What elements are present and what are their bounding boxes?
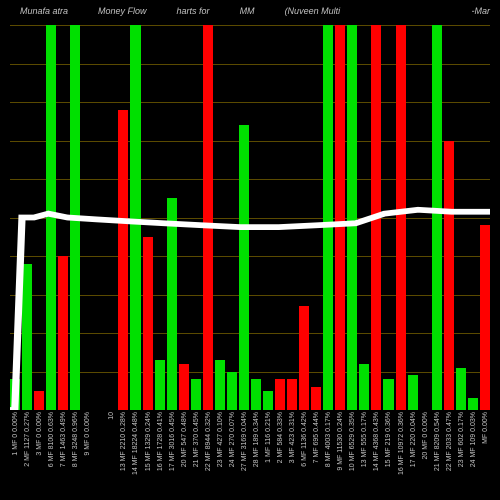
bar xyxy=(215,360,225,410)
bar xyxy=(263,391,273,410)
bar xyxy=(408,375,418,410)
bar xyxy=(311,387,321,410)
x-axis-label: 23 MF 602 0.17% xyxy=(456,412,466,497)
x-axis-label: 3 MF 0 0.00% xyxy=(34,412,44,497)
x-axis-label: 16 MF 10972 0.36% xyxy=(396,412,406,497)
title-part: Money Flow xyxy=(98,6,147,16)
x-axis-label: MF 0.00% xyxy=(480,412,490,497)
bar xyxy=(10,379,20,410)
bar xyxy=(347,25,357,410)
bar xyxy=(275,379,285,410)
bar xyxy=(251,379,261,410)
bar xyxy=(22,264,32,410)
x-axis-label: 24 MF 109 0.03% xyxy=(468,412,478,497)
title-part: (Nuveen Multi xyxy=(285,6,341,16)
x-axis-label: 15 MF 1329 0.24% xyxy=(143,412,153,497)
bar xyxy=(227,372,237,411)
x-axis-label: 1 MF 116 0.21% xyxy=(263,412,273,497)
bar xyxy=(155,360,165,410)
bar xyxy=(70,25,80,410)
x-axis-label: 28 MF 189 0.34% xyxy=(251,412,261,497)
x-axis-label: 8 MF 4003 0.17% xyxy=(323,412,333,497)
title-part: -Mar xyxy=(472,6,491,16)
x-axis-label: 7 MF 695 0.44% xyxy=(311,412,321,497)
x-axis-label xyxy=(94,412,104,497)
x-axis-label: 8 MF 3248 0.96% xyxy=(70,412,80,497)
bar xyxy=(335,25,345,410)
bar xyxy=(143,237,153,410)
x-axis-label: 13 MF 555 0.17% xyxy=(359,412,369,497)
x-axis-label: 2 MF 584 0.33% xyxy=(275,412,285,497)
x-axis-label: 7 MF 1463 0.49% xyxy=(58,412,68,497)
bar xyxy=(203,25,213,410)
x-axis-label: 2 MF 1127 0.27% xyxy=(22,412,32,497)
x-axis-label: 6 MF 1136 0.42% xyxy=(299,412,309,497)
title-part: harts for xyxy=(177,6,210,16)
bar xyxy=(130,25,140,410)
x-axis-label: 27 MF 3169 0.04% xyxy=(239,412,249,497)
x-axis-label: 10 MF 6529 0.35% xyxy=(347,412,357,497)
x-axis-label: 3 MF 423 0.31% xyxy=(287,412,297,497)
bar xyxy=(179,364,189,410)
x-axis-label: 17 MF 220 0.04% xyxy=(408,412,418,497)
x-axis-label: 22 MF 2033 0.47% xyxy=(444,412,454,497)
x-axis-label: 9 MF 0 0.00% xyxy=(82,412,92,497)
x-axis-labels: 1 MF 0 0.00%2 MF 1127 0.27%3 MF 0 0.00%6… xyxy=(10,412,490,497)
x-axis-label: 23 MF 427 0.10% xyxy=(215,412,225,497)
bar xyxy=(46,25,56,410)
bar xyxy=(371,25,381,410)
bar xyxy=(480,225,490,410)
x-axis-label: 10 xyxy=(106,412,116,497)
bar xyxy=(444,141,454,411)
x-axis-label: 22 MF 8944 0.32% xyxy=(203,412,213,497)
x-axis-label: 21 MF 370 0.45% xyxy=(191,412,201,497)
bar xyxy=(167,198,177,410)
x-axis-label: 20 MF 0 0.00% xyxy=(420,412,430,497)
bar xyxy=(468,398,478,410)
x-axis-label: 13 MF 2210 0.28% xyxy=(118,412,128,497)
x-axis-label: 21 MF 8209 0.54% xyxy=(432,412,442,497)
title-part: Munafa atra xyxy=(20,6,68,16)
chart-title: Munafa atra Money Flow harts for MM (Nuv… xyxy=(0,6,500,16)
x-axis-label: 1 MF 0 0.00% xyxy=(10,412,20,497)
x-axis-label: 6 MF 8100 0.63% xyxy=(46,412,56,497)
x-axis-label: 16 MF 1728 0.41% xyxy=(155,412,165,497)
x-axis-label: 24 MF 270 0.07% xyxy=(227,412,237,497)
bar xyxy=(299,306,309,410)
bar xyxy=(432,25,442,410)
bar xyxy=(456,368,466,410)
bar xyxy=(118,110,128,410)
bar xyxy=(58,256,68,410)
chart-area xyxy=(10,25,490,410)
bar xyxy=(287,379,297,410)
bar xyxy=(359,364,369,410)
x-axis-label: 20 MF 547 0.48% xyxy=(179,412,189,497)
x-axis-label: 14 MF 18224 0.48% xyxy=(130,412,140,497)
x-axis-label: 14 MF 4368 0.43% xyxy=(371,412,381,497)
x-axis-label: 9 MF 11530 0.24% xyxy=(335,412,345,497)
bar xyxy=(323,25,333,410)
x-axis-label: 15 MF 219 0.36% xyxy=(383,412,393,497)
bar xyxy=(239,125,249,410)
bar xyxy=(396,25,406,410)
bar xyxy=(191,379,201,410)
title-part: MM xyxy=(240,6,255,16)
x-axis-label: 17 MF 3016 0.45% xyxy=(167,412,177,497)
bar xyxy=(34,391,44,410)
bar xyxy=(383,379,393,410)
bar-series xyxy=(10,25,490,410)
